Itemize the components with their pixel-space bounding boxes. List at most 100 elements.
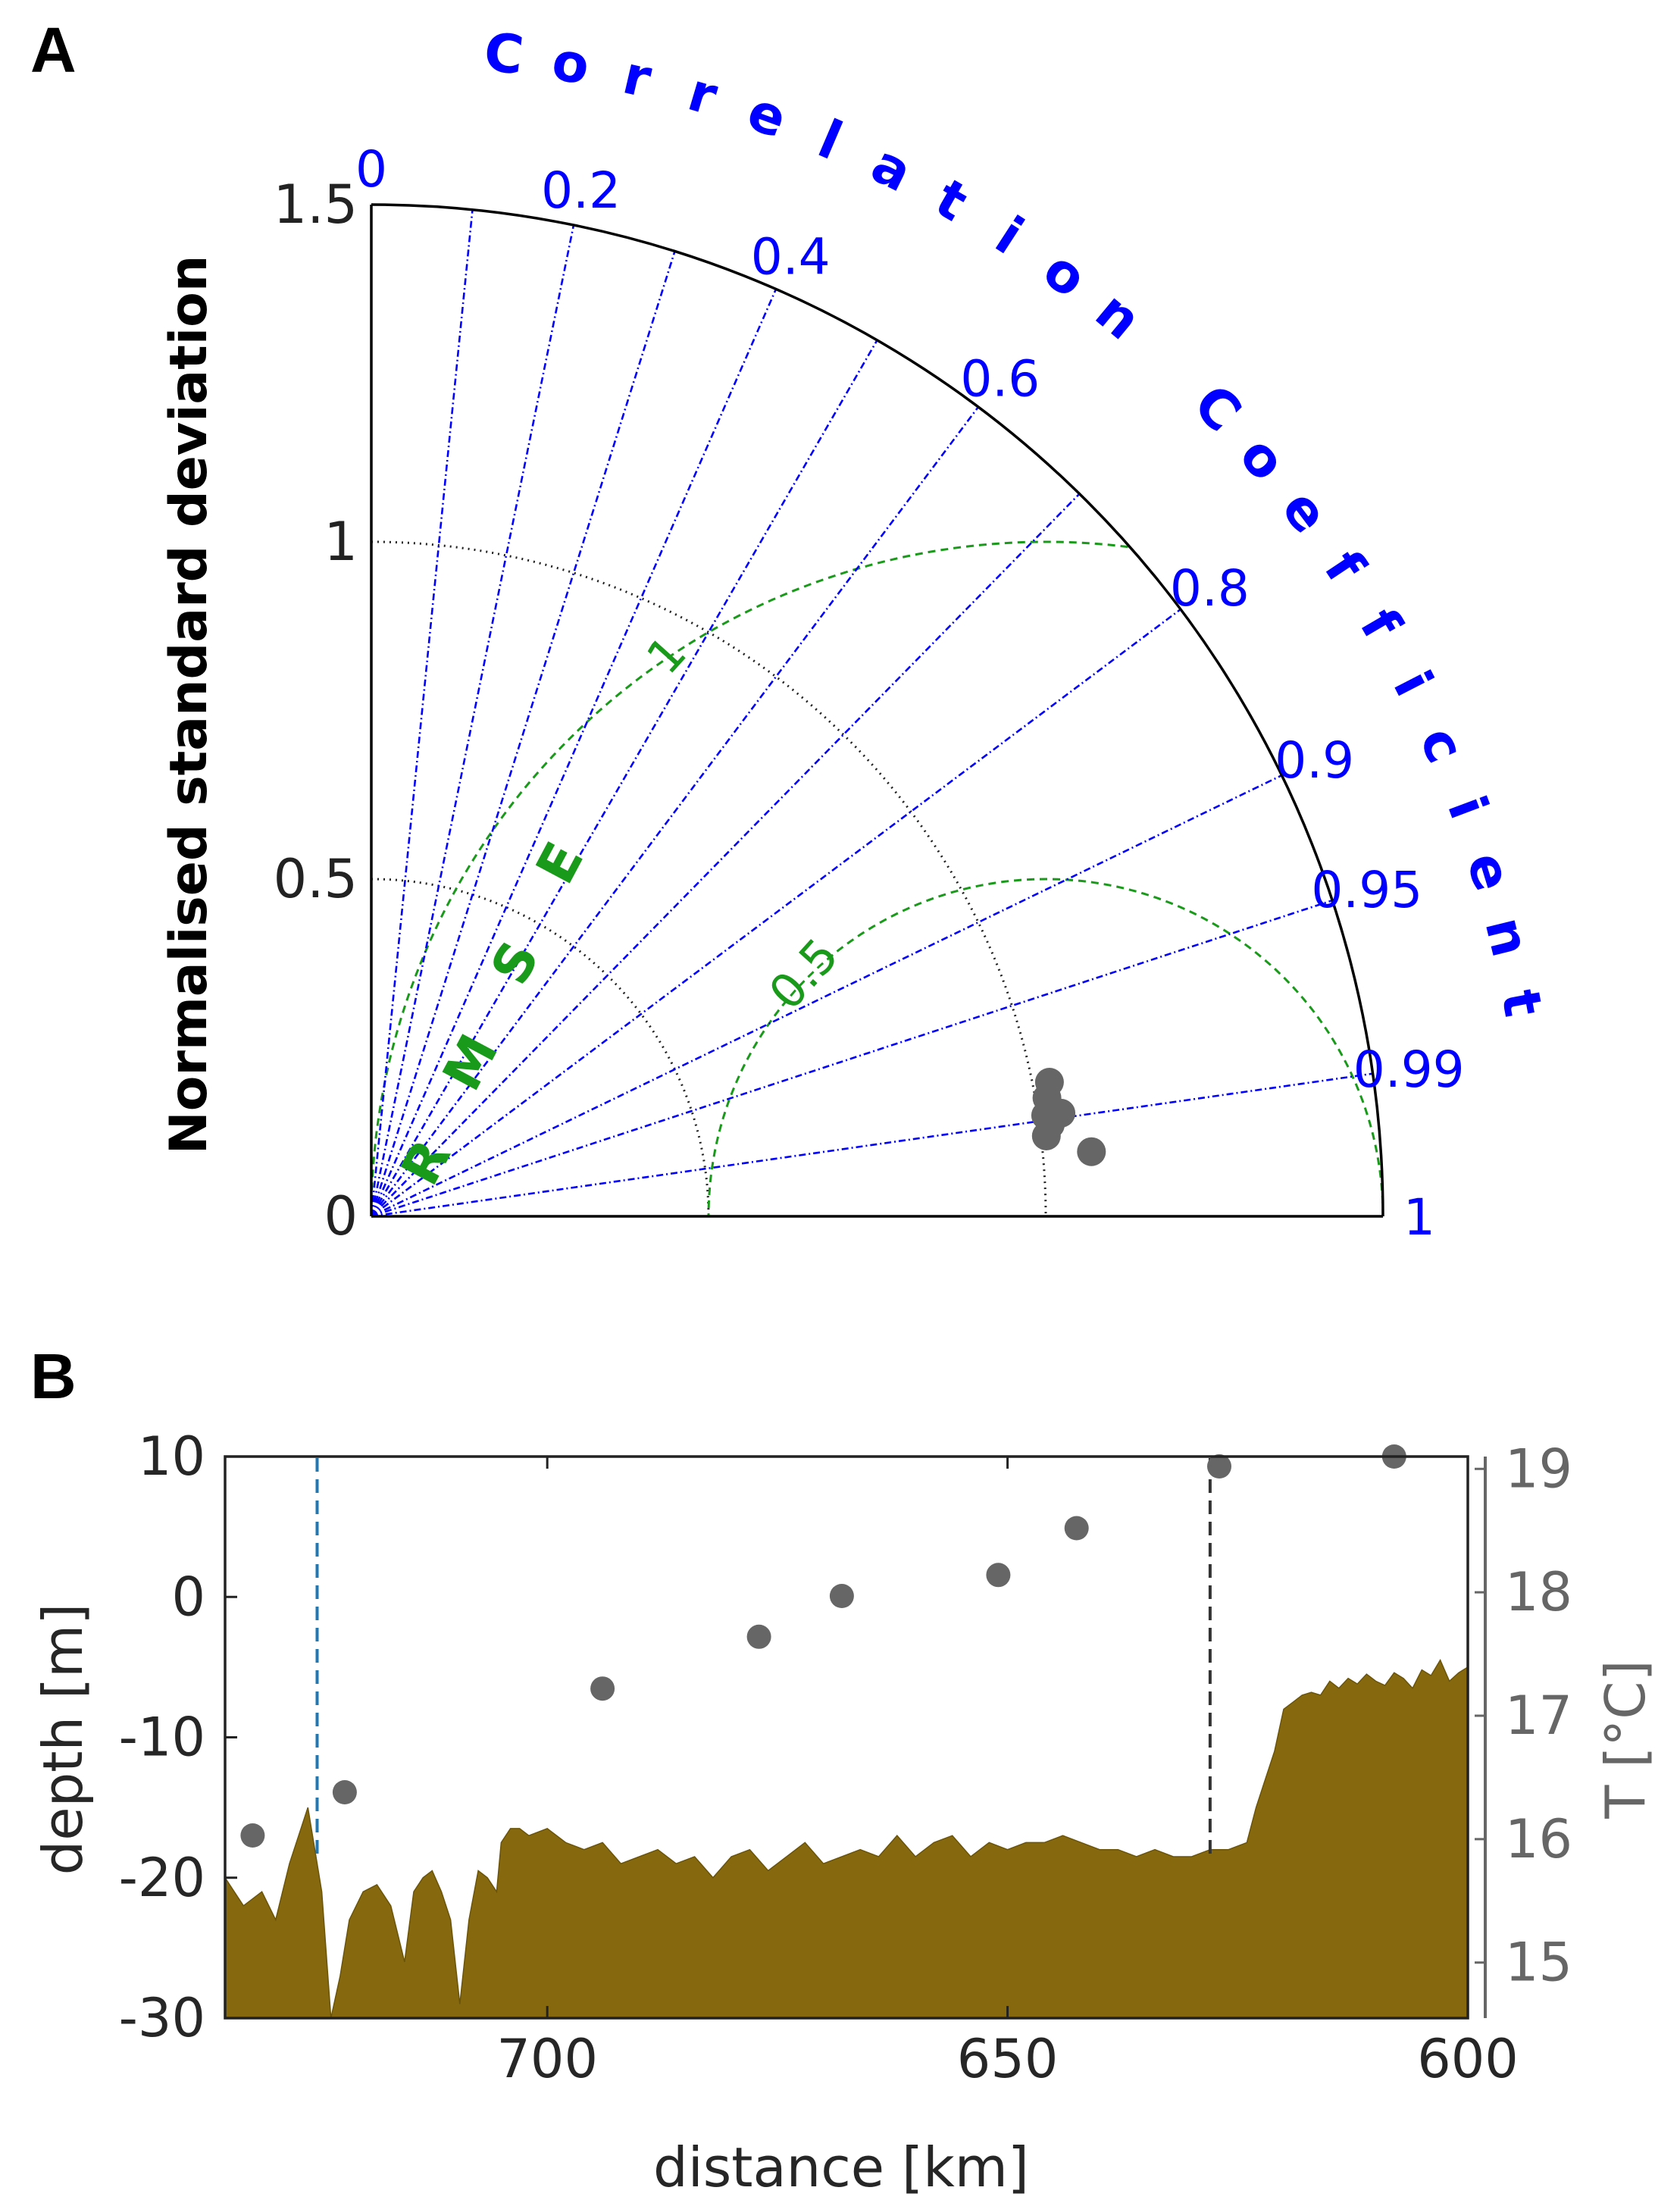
y-tick-label-2: -10 xyxy=(119,1707,205,1769)
temperature-tick-label-1: 18 xyxy=(1505,1561,1572,1623)
correlation-title-letter-6: a xyxy=(862,133,921,204)
taylor-point-5 xyxy=(1031,1122,1061,1150)
taylor-diagram: 00.511.5 0 0.20.40.60.80.90.950.991 0.51 … xyxy=(159,20,1554,1247)
correlation-title-letter-19: i xyxy=(1435,788,1500,827)
correlation-title-letter-7: t xyxy=(925,167,978,233)
correlation-tick-label-4: 0.8 xyxy=(1170,559,1250,618)
rmse-contour-labels: 0.51 xyxy=(636,625,849,1020)
taylor-point-1 xyxy=(1034,1068,1064,1097)
temperature-tick-label-3: 16 xyxy=(1505,1808,1572,1870)
rmse-title-letter-0: R xyxy=(389,1130,463,1195)
rmse-contour-1 xyxy=(370,540,1128,1217)
correlation-tick-label-0: 0 xyxy=(355,140,387,199)
correlation-line-3 xyxy=(370,288,777,1217)
std-tick-label-1: 0.5 xyxy=(274,848,358,910)
temperature-point-2 xyxy=(590,1676,615,1701)
panel-a-label: A xyxy=(30,14,77,86)
x-tick-label-1: 650 xyxy=(957,2028,1059,2090)
correlation-line-7 xyxy=(371,608,1181,1218)
correlation-title-letter-14: e xyxy=(1269,478,1341,544)
correlation-line-0 xyxy=(370,209,474,1217)
correlation-title-letter-9: o xyxy=(1032,238,1098,310)
rmse-contour-label-1: 1 xyxy=(636,625,697,684)
correlation-tick-label-5: 0.9 xyxy=(1275,731,1354,790)
rmse-title-letter-1: M xyxy=(430,1025,510,1100)
taylor-points xyxy=(1031,1068,1106,1166)
correlation-title-letter-18: c xyxy=(1407,718,1477,771)
correlation-line-6 xyxy=(371,493,1081,1217)
correlation-line-10 xyxy=(371,1072,1373,1218)
temperature-points xyxy=(240,1444,1406,1848)
temperature-tick-label-4: 15 xyxy=(1505,1932,1572,1994)
temperature-tick-label-0: 19 xyxy=(1505,1438,1572,1500)
y-tick-label-1: 0 xyxy=(171,1566,205,1628)
x-ticks: 700 650 600 xyxy=(496,1457,1519,2090)
temperature-point-6 xyxy=(1064,1516,1089,1541)
correlation-title-letter-1: o xyxy=(548,30,594,97)
std-tick-label-0: 0 xyxy=(324,1185,358,1247)
std-tick-labels: 0 0.5 1 1.5 xyxy=(274,174,358,1247)
rmse-title-letter-2: S xyxy=(479,931,552,994)
x-tick-label-0: 700 xyxy=(496,2028,598,2090)
temperature-axis-label: T [°C] xyxy=(1594,1660,1657,1819)
correlation-title-letter-10: n xyxy=(1084,280,1153,352)
correlation-line-9 xyxy=(371,899,1333,1218)
panel-b-label: B xyxy=(30,1341,77,1412)
std-tick-label-3: 1.5 xyxy=(274,174,358,236)
y-ticks: 10 0 -10 -20 -30 xyxy=(119,1425,237,2049)
taylor-frame xyxy=(370,203,1384,1218)
temperature-point-0 xyxy=(240,1823,265,1848)
correlation-title-letter-4: e xyxy=(740,80,794,150)
correlation-title-letter-0: C xyxy=(481,20,527,86)
correlation-title-letter-12: C xyxy=(1181,373,1253,444)
correlation-line-5 xyxy=(370,406,980,1217)
correlation-tick-labels: 0 0.2 0.4 0.6 0.8 0.9 0.95 0.99 1 xyxy=(355,140,1465,1247)
correlation-title-letter-21: n xyxy=(1473,911,1543,962)
bathymetry-area xyxy=(224,1658,1469,2019)
taylor-point-6 xyxy=(1077,1137,1106,1166)
correlation-tick-label-8: 1 xyxy=(1403,1188,1435,1247)
std-tick-label-2: 1 xyxy=(324,511,358,573)
std-axis-label: Normalised standard deviation xyxy=(159,255,219,1154)
y-tick-label-3: -20 xyxy=(119,1847,205,1909)
correlation-title-letter-20: e xyxy=(1454,845,1524,897)
rmse-contour-0 xyxy=(707,878,1384,1217)
correlation-title-letter-17: i xyxy=(1381,662,1445,706)
rmse-contour-label-0: 0.5 xyxy=(758,928,849,1020)
correlation-tick-label-6: 0.95 xyxy=(1311,861,1422,919)
y-tick-label-4: -30 xyxy=(119,1987,205,2049)
bathymetry-fill xyxy=(224,1658,1469,2019)
temperature-point-1 xyxy=(332,1780,357,1804)
correlation-line-2 xyxy=(370,251,676,1217)
y-tick-label-0: 10 xyxy=(138,1425,205,1488)
std-arc-1 xyxy=(371,540,1047,1217)
correlation-title-letter-15: f xyxy=(1312,540,1378,594)
correlation-title-letter-22: t xyxy=(1489,985,1555,1022)
rmse-contours xyxy=(370,540,1384,1217)
correlation-lines xyxy=(370,209,1373,1218)
correlation-line-4 xyxy=(370,340,878,1217)
correlation-title-letter-3: r xyxy=(681,61,724,128)
correlation-title-letter-2: r xyxy=(618,44,658,111)
temperature-point-7 xyxy=(1207,1454,1231,1479)
x-axis-label: distance [km] xyxy=(653,2136,1029,2199)
x-tick-label-2: 600 xyxy=(1417,2028,1519,2090)
correlation-title-letter-16: f xyxy=(1348,599,1414,651)
correlation-tick-label-2: 0.4 xyxy=(751,228,831,286)
correlation-line-8 xyxy=(371,774,1283,1218)
correlation-title-letter-8: i xyxy=(985,205,1034,267)
depth-temperature-chart: 700 650 600 10 0 -10 -20 -30 19 18 17 16 15 distan… xyxy=(31,1425,1657,2199)
correlation-tick-label-7: 0.99 xyxy=(1353,1040,1465,1099)
y-axis-label: depth [m] xyxy=(31,1604,95,1876)
temperature-point-4 xyxy=(829,1584,854,1608)
temperature-axis: 19 18 17 16 15 xyxy=(1475,1438,1572,2018)
correlation-tick-label-1: 0.2 xyxy=(541,161,621,220)
temperature-point-3 xyxy=(746,1624,771,1649)
correlation-tick-label-3: 0.6 xyxy=(960,350,1040,408)
std-arc-0 xyxy=(371,878,710,1217)
temperature-tick-label-2: 17 xyxy=(1505,1685,1572,1747)
temperature-point-5 xyxy=(986,1563,1011,1588)
std-arcs xyxy=(371,540,1047,1217)
